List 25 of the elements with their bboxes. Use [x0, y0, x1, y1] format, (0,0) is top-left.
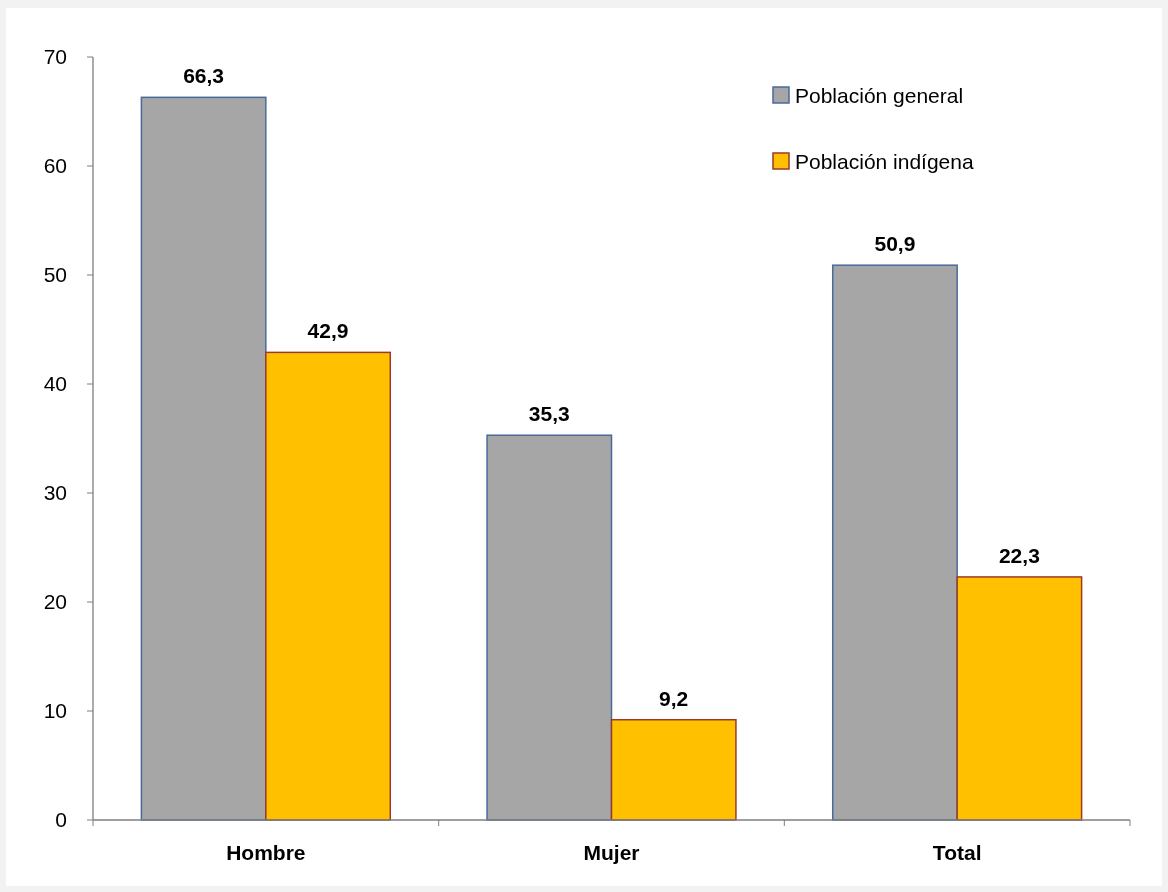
x-tick-label: Total — [932, 841, 982, 864]
y-tick-label: 20 — [43, 590, 67, 614]
y-tick-label: 60 — [43, 154, 67, 178]
y-tick-label: 0 — [55, 808, 67, 832]
y-tick-label: 10 — [43, 699, 67, 723]
bar — [831, 264, 958, 821]
legend-label: Población indígena — [795, 150, 974, 174]
data-label: 35,3 — [528, 402, 570, 426]
data-label: 50,9 — [874, 232, 916, 256]
data-label: 42,9 — [307, 319, 349, 343]
data-label: 9,2 — [659, 686, 689, 710]
y-tick-label: 50 — [43, 263, 67, 287]
bar — [265, 351, 392, 821]
x-tick-label: Mujer — [583, 841, 640, 864]
y-tick-label: 70 — [43, 45, 67, 69]
y-tick-label: 40 — [43, 372, 67, 396]
data-label: 22,3 — [998, 543, 1040, 567]
y-tick-label: 30 — [43, 481, 67, 505]
bar — [610, 718, 737, 821]
legend-label: Población general — [795, 84, 964, 108]
data-label: 66,3 — [183, 64, 225, 88]
bar — [486, 434, 613, 821]
bar — [140, 96, 267, 821]
bar — [956, 576, 1083, 821]
x-tick-label: Hombre — [226, 841, 306, 864]
